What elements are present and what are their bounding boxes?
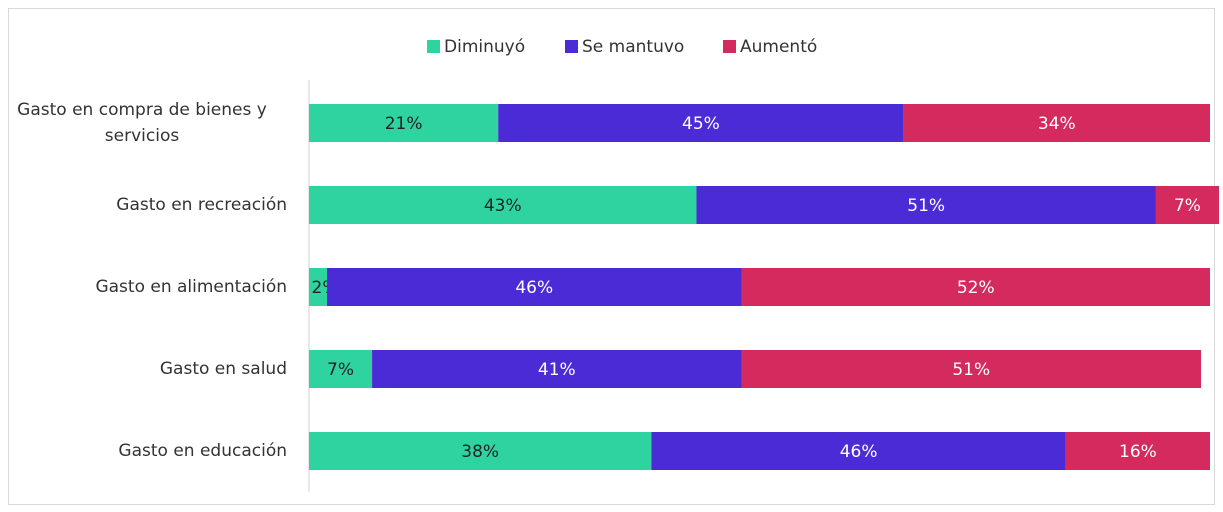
data-label: 43% — [484, 196, 522, 216]
bar-segment — [741, 268, 1210, 306]
y-tick-label: Gasto en salud — [0, 356, 287, 382]
bar-segment — [309, 268, 328, 306]
y-tick-label: Gasto en recreación — [0, 192, 287, 218]
bar-segment — [309, 104, 499, 142]
y-tick-text: Gasto en compra de bienes y servicios — [17, 100, 267, 146]
y-tick-text: Gasto en salud — [159, 359, 287, 379]
y-tick-label: Gasto en alimentación — [0, 274, 287, 300]
legend-swatch — [565, 40, 578, 53]
bar-segment — [741, 350, 1201, 388]
y-tick-label: Gasto en compra de bienes y servicios — [0, 97, 287, 149]
y-tick-text: Gasto en recreación — [116, 195, 287, 215]
y-tick-text: Gasto en educación — [118, 441, 287, 461]
data-label: 34% — [1038, 114, 1076, 134]
data-label: 46% — [515, 278, 553, 298]
data-label: 7% — [1174, 196, 1201, 216]
data-label: 21% — [385, 114, 423, 134]
data-label: 41% — [538, 360, 576, 380]
legend-swatch — [723, 40, 736, 53]
legend-label: Aumentó — [740, 37, 817, 57]
bar-segment — [651, 432, 1066, 470]
data-label: 45% — [682, 114, 720, 134]
legend-swatch — [427, 40, 440, 53]
bar-segment — [309, 432, 652, 470]
y-tick-label: Gasto en educación — [0, 438, 287, 464]
legend-label: Diminuyó — [444, 37, 525, 57]
bar-segment — [309, 350, 373, 388]
data-label: 38% — [461, 442, 499, 462]
data-label: 51% — [907, 196, 945, 216]
bar-segment — [1065, 432, 1210, 470]
legend-label: Se mantuvo — [582, 37, 684, 57]
bar-segment — [327, 268, 742, 306]
chart-frame — [8, 8, 1215, 505]
y-tick-text: Gasto en alimentación — [95, 277, 287, 297]
data-label: 16% — [1119, 442, 1157, 462]
bar-segment — [372, 350, 742, 388]
bar-segment — [498, 104, 904, 142]
bar-segment — [696, 186, 1156, 224]
bar-segment — [309, 186, 697, 224]
data-label: 51% — [952, 360, 990, 380]
data-label: 7% — [327, 360, 354, 380]
bar-segment — [903, 104, 1210, 142]
bar-segment — [1155, 186, 1220, 224]
data-label: 52% — [957, 278, 995, 298]
data-label: 46% — [840, 442, 878, 462]
